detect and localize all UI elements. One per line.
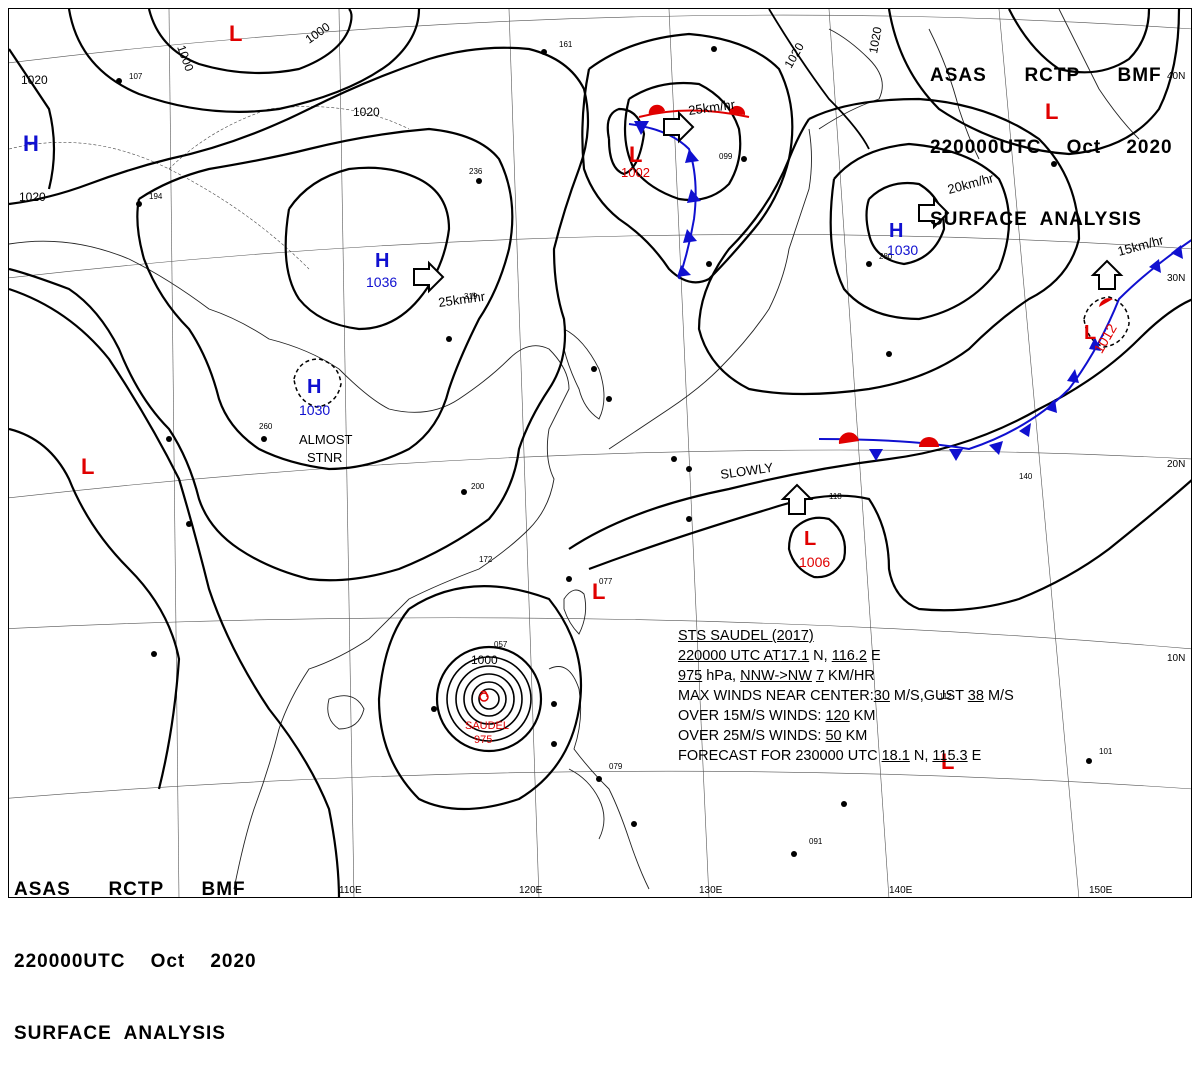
svg-text:1020: 1020 — [781, 40, 807, 70]
typhoon-info: STS SAUDEL (2017) 220000 UTC AT17.1 N, 1… — [678, 626, 1014, 766]
map-title-bottom: ASAS RCTP BMF 220000UTC Oct 2020 SURFACE… — [14, 830, 257, 1070]
high-center: H — [889, 220, 903, 242]
low-center: L — [229, 21, 242, 46]
svg-text:236: 236 — [469, 167, 483, 176]
svg-text:25km/hr: 25km/hr — [687, 96, 736, 117]
high-center: H — [307, 376, 321, 398]
svg-text:STNR: STNR — [307, 450, 342, 465]
arrow-icon — [663, 110, 695, 144]
arrow-icon — [413, 260, 445, 294]
arrow-icon — [918, 196, 950, 230]
title-line-3: SURFACE ANALYSIS — [930, 209, 1142, 230]
svg-text:120E: 120E — [519, 885, 543, 896]
svg-text:1020: 1020 — [19, 190, 46, 204]
svg-text:1020: 1020 — [21, 73, 48, 87]
svg-text:150E: 150E — [1089, 885, 1113, 896]
map-title-top: ASAS RCTP BMF 220000UTC Oct 2020 SURFACE… — [930, 16, 1173, 256]
typhoon-line-2: 220000 UTC AT17.1 N, 116.2 E — [678, 648, 881, 664]
svg-text:319: 319 — [464, 292, 478, 301]
title-line-2: 220000UTC Oct 2020 — [930, 137, 1173, 158]
svg-text:20N: 20N — [1167, 459, 1185, 470]
svg-text:077: 077 — [599, 577, 613, 586]
svg-text:107: 107 — [129, 72, 143, 81]
graticule-labels: 110E 120E 130E 140E 150E 40N 30N 20N 10N — [339, 71, 1185, 896]
svg-text:1030: 1030 — [887, 242, 918, 258]
svg-text:112: 112 — [939, 692, 952, 701]
svg-text:200: 200 — [471, 482, 485, 491]
low-center: L — [941, 749, 954, 774]
svg-text:30N: 30N — [1167, 273, 1185, 284]
svg-text:194: 194 — [149, 192, 163, 201]
low-center: L — [81, 454, 94, 479]
svg-text:1000: 1000 — [471, 653, 498, 667]
low-center: L — [1084, 322, 1096, 344]
low-center: L — [629, 142, 642, 167]
svg-text:1020: 1020 — [866, 25, 884, 54]
svg-text:ALMOST: ALMOST — [299, 432, 353, 447]
svg-text:40N: 40N — [1167, 71, 1185, 82]
svg-text:099: 099 — [719, 152, 733, 161]
svg-text:1000: 1000 — [303, 19, 333, 46]
svg-text:1036: 1036 — [366, 274, 397, 290]
typhoon-symbol: SAUDEL 975 — [465, 690, 509, 746]
weather-map: 107 194 260 236 161 319 200 172 077 099 280 140 … — [8, 8, 1192, 898]
typhoon-line-7: FORECAST FOR 230000 UTC 18.1 N, 115.3 E — [678, 748, 982, 764]
svg-text:1030: 1030 — [299, 402, 330, 418]
svg-text:975: 975 — [474, 734, 492, 746]
svg-text:280: 280 — [879, 252, 893, 261]
svg-text:SLOWLY: SLOWLY — [719, 460, 774, 482]
svg-text:10N: 10N — [1167, 653, 1185, 664]
svg-text:130E: 130E — [699, 885, 723, 896]
svg-text:079: 079 — [609, 762, 623, 771]
high-center: H — [375, 250, 389, 272]
svg-text:260: 260 — [259, 422, 273, 431]
title-line-2: 220000UTC Oct 2020 — [14, 951, 257, 972]
coastlines — [9, 9, 1140, 890]
high-center: H — [23, 131, 39, 156]
graticule — [9, 9, 1191, 897]
low-center: L — [804, 528, 816, 550]
isobar-labels: 1000 1000 1020 1020 1020 1020 1020 1000 — [19, 19, 885, 667]
low-center: L — [1045, 99, 1058, 124]
svg-text:25km/hr: 25km/hr — [437, 288, 486, 309]
arrow-icon — [1090, 259, 1124, 290]
svg-text:110E: 110E — [339, 885, 362, 896]
svg-text:140: 140 — [1019, 472, 1033, 481]
typhoon-line-3: 975 hPa, NNW->NW 7 KM/HR — [678, 668, 875, 684]
low-center: L — [592, 579, 605, 604]
svg-text:1020: 1020 — [353, 105, 380, 119]
fronts — [628, 104, 1191, 461]
isobars — [9, 9, 1191, 897]
typhoon-line-1: STS SAUDEL (2017) — [678, 628, 814, 644]
svg-text:091: 091 — [809, 837, 823, 846]
title-line-1: ASAS RCTP BMF — [930, 65, 1162, 86]
svg-text:161: 161 — [559, 40, 573, 49]
svg-text:057: 057 — [494, 640, 508, 649]
motion-arrows — [413, 110, 1124, 515]
arrow-icon — [780, 483, 814, 515]
svg-text:1000: 1000 — [174, 43, 196, 73]
svg-text:118: 118 — [829, 492, 842, 501]
title-line-1: ASAS RCTP BMF — [14, 879, 246, 900]
svg-text:1002: 1002 — [621, 165, 650, 180]
svg-text:140E: 140E — [889, 885, 913, 896]
svg-text:172: 172 — [479, 555, 493, 564]
typhoon-line-6: OVER 25M/S WINDS: 50 KM — [678, 728, 868, 744]
typhoon-line-5: OVER 15M/S WINDS: 120 KM — [678, 708, 876, 724]
typhoon-line-4: MAX WINDS NEAR CENTER:30 M/S,GUST 38 M/S — [678, 688, 1014, 704]
svg-text:101: 101 — [1099, 747, 1113, 756]
title-line-3: SURFACE ANALYSIS — [14, 1023, 226, 1044]
svg-text:SAUDEL: SAUDEL — [465, 720, 509, 732]
svg-text:1006: 1006 — [799, 554, 830, 570]
station-plots — [116, 46, 1092, 857]
